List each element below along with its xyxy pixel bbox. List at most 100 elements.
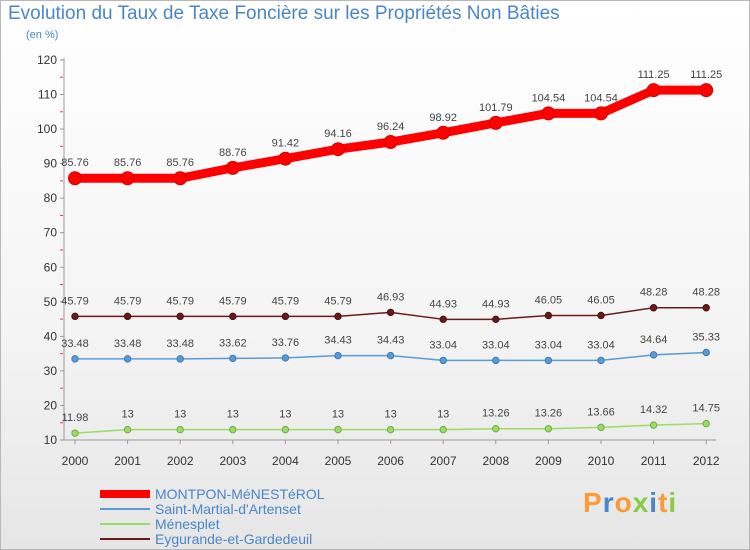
data-label: 96.24: [377, 121, 405, 133]
data-label: 11.98: [62, 412, 89, 424]
data-point: [334, 312, 342, 321]
data-point: [71, 429, 79, 437]
data-label: 34.64: [640, 334, 668, 346]
data-label: 33.04: [429, 339, 457, 351]
logo-letter: i: [668, 487, 678, 518]
data-label: 13: [384, 409, 396, 421]
logo-letter: i: [649, 487, 659, 518]
proxiti-logo: Proxiti: [583, 487, 677, 519]
data-label: 13.26: [482, 408, 510, 420]
data-label: 48.28: [692, 287, 720, 299]
data-label: 13: [227, 409, 239, 421]
data-label: 13.26: [535, 408, 563, 420]
data-point: [597, 423, 605, 432]
data-point: [123, 312, 132, 321]
data-label: 44.93: [429, 298, 457, 310]
y-tick-label: 50: [44, 295, 58, 309]
data-label: 33.04: [482, 339, 510, 351]
data-point: [281, 312, 290, 321]
data-label: 45.79: [114, 295, 142, 307]
y-tick-label: 40: [44, 329, 58, 343]
data-label: 45.79: [166, 295, 194, 307]
data-label: 85.76: [114, 157, 142, 169]
data-label: 33.04: [535, 339, 563, 351]
data-point: [597, 311, 605, 320]
y-tick-label: 110: [38, 88, 57, 102]
data-point: [702, 419, 710, 428]
data-label: 14.75: [692, 403, 720, 415]
legend-label: MONTPON-MéNESTéROL: [155, 486, 325, 502]
data-point: [229, 425, 237, 434]
data-point: [176, 425, 184, 434]
data-label: 101.79: [479, 102, 513, 114]
data-point: [120, 171, 135, 186]
data-point: [544, 425, 553, 433]
data-point: [71, 355, 79, 363]
data-point: [225, 160, 240, 175]
data-label: 98.92: [429, 112, 457, 124]
data-point: [278, 151, 293, 166]
data-label: 104.54: [584, 92, 618, 104]
data-point: [68, 171, 82, 186]
data-label: 13: [174, 409, 186, 421]
data-label: 46.93: [377, 291, 405, 303]
x-tick-label: 2012: [693, 454, 720, 468]
data-point: [383, 135, 398, 150]
logo-letter: o: [614, 487, 633, 518]
y-tick-label: 60: [44, 260, 58, 274]
logo-letter: P: [583, 487, 603, 518]
data-point: [439, 356, 447, 365]
logo-letter: t: [658, 487, 669, 518]
data-label: 88.76: [219, 147, 247, 159]
data-label: 33.62: [219, 337, 247, 349]
logo-letter: x: [632, 487, 650, 518]
data-point: [699, 83, 714, 98]
data-label: 104.54: [532, 92, 566, 104]
data-label: 85.76: [166, 157, 194, 169]
data-label: 33.48: [166, 338, 194, 350]
data-point: [594, 106, 608, 121]
data-label: 111.25: [690, 69, 722, 81]
data-point: [229, 312, 237, 321]
data-point: [492, 315, 500, 324]
data-label: 33.76: [272, 337, 300, 349]
data-point: [281, 354, 290, 362]
chart-title: Evolution du Taux de Taxe Foncière sur l…: [8, 3, 560, 24]
data-label: 13: [279, 409, 291, 421]
data-point: [492, 425, 500, 433]
data-point: [544, 311, 553, 320]
data-point: [439, 425, 447, 434]
data-label: 34.43: [377, 335, 405, 347]
y-tick-label: 30: [44, 364, 58, 378]
data-label: 45.79: [324, 295, 352, 307]
x-tick-label: 2011: [641, 454, 667, 468]
data-label: 14.32: [640, 404, 668, 416]
data-point: [176, 355, 184, 363]
data-label: 46.05: [587, 294, 615, 306]
data-point: [281, 425, 290, 434]
x-tick-label: 2003: [219, 454, 246, 468]
data-label: 111.25: [638, 69, 670, 81]
y-tick-label: 70: [44, 226, 58, 240]
data-point: [436, 125, 451, 140]
data-point: [544, 356, 553, 365]
data-point: [488, 115, 503, 130]
data-point: [386, 308, 395, 317]
data-point: [176, 312, 184, 321]
data-point: [439, 315, 447, 324]
data-point: [492, 356, 500, 365]
x-tick-label: 2001: [114, 454, 141, 468]
data-label: 48.28: [640, 287, 668, 299]
data-label: 45.79: [219, 295, 247, 307]
data-point: [123, 425, 132, 434]
data-label: 13: [121, 409, 133, 421]
y-tick-label: 100: [37, 122, 57, 136]
data-point: [123, 355, 132, 363]
data-point: [334, 425, 342, 434]
data-label: 45.79: [61, 295, 89, 307]
legend-label: Ménesplet: [155, 516, 220, 532]
unit-label: (en %): [26, 29, 59, 41]
x-tick-label: 2000: [62, 454, 89, 468]
data-label: 34.43: [324, 335, 352, 347]
